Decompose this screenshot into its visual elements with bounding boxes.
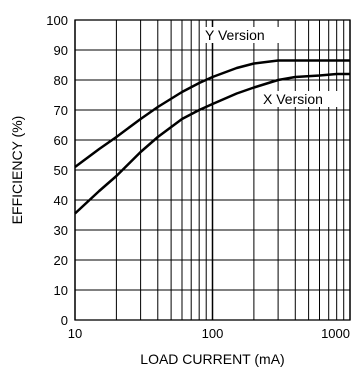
y-tick-label: 20 xyxy=(54,253,68,268)
y-tick-label: 90 xyxy=(54,43,68,58)
y-tick-label: 50 xyxy=(54,163,68,178)
plot-frame xyxy=(74,19,351,321)
series-line-1 xyxy=(74,72,350,215)
x-tick-labels: 10 100 1000 xyxy=(68,326,350,341)
series-labels: Y Version X Version xyxy=(203,27,341,107)
y-tick-label: 70 xyxy=(54,103,68,118)
y-tick-labels: 0 10 20 30 40 50 60 70 80 90 100 xyxy=(46,13,68,328)
series-lines xyxy=(74,59,350,215)
series-label-bg xyxy=(261,91,341,107)
y-tick-label: 10 xyxy=(54,283,68,298)
x-axis-label: LOAD CURRENT (mA) xyxy=(140,351,284,367)
y-tick-label: 30 xyxy=(54,223,68,238)
series-label-bg xyxy=(203,27,283,43)
series-label: Y Version xyxy=(205,27,265,43)
y-tick-label: 100 xyxy=(46,13,68,28)
x-tick-label: 100 xyxy=(202,326,224,341)
x-tick-label: 1000 xyxy=(321,326,350,341)
y-axis-label: EFFICIENCY (%) xyxy=(9,116,25,225)
y-tick-label: 40 xyxy=(54,193,68,208)
series-label: X Version xyxy=(263,91,323,107)
series-line-0 xyxy=(74,59,350,169)
y-tick-label: 0 xyxy=(61,313,68,328)
x-tick-label: 10 xyxy=(68,326,82,341)
grid xyxy=(74,19,351,321)
y-tick-label: 60 xyxy=(54,133,68,148)
y-tick-label: 80 xyxy=(54,73,68,88)
